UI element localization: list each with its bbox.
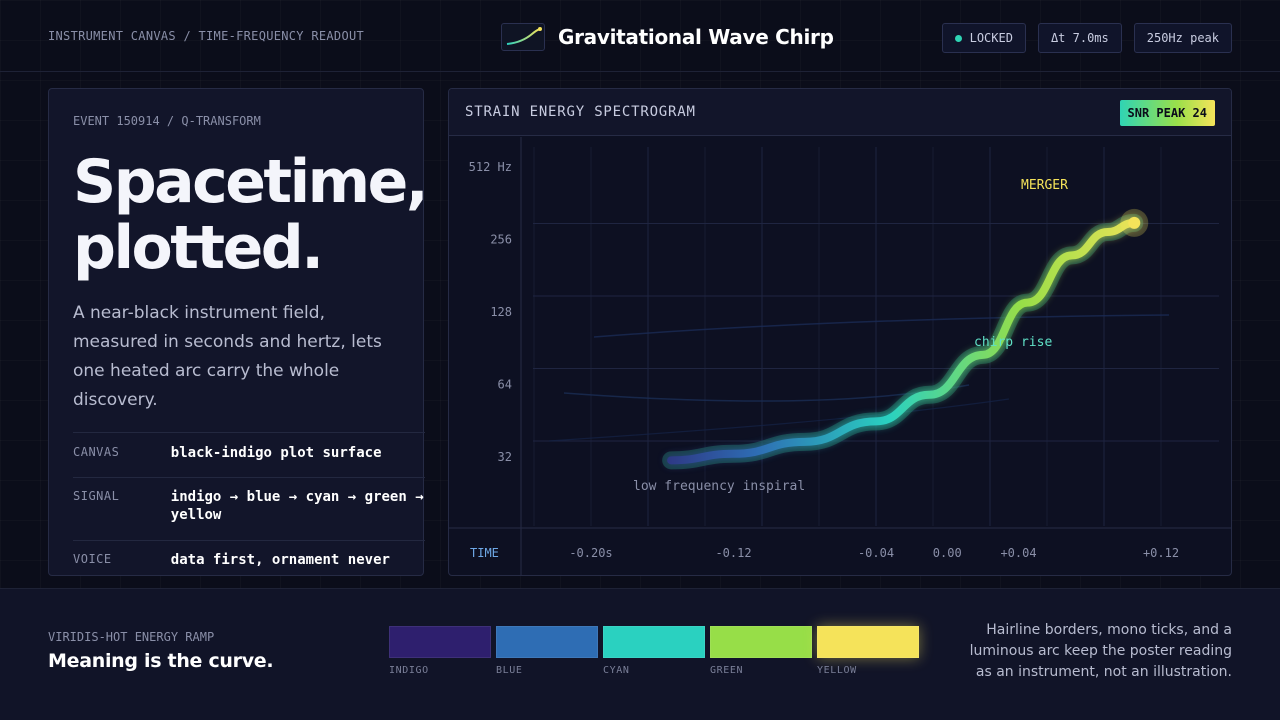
- merger-point: [1128, 216, 1141, 229]
- swatch-color: [603, 626, 705, 658]
- swatch-green: GREEN: [710, 626, 812, 676]
- swatch-color: [496, 626, 598, 658]
- spec-row: CANVAS black-indigo plot surface: [73, 432, 425, 477]
- x-tick-label: 0.00: [933, 546, 962, 560]
- footer: VIRIDIS-HOT ENERGY RAMP Meaning is the c…: [0, 588, 1280, 720]
- spec-key: SIGNAL: [73, 489, 120, 503]
- chart-title: STRAIN ENERGY SPECTROGRAM: [465, 104, 696, 120]
- status-label: LOCKED: [969, 31, 1013, 45]
- harmonic-trace: [548, 398, 1010, 442]
- ramp-title: Meaning is the curve.: [48, 650, 274, 672]
- chart-annotation: MERGER: [1021, 178, 1068, 193]
- swatch-yellow: YELLOW: [817, 626, 919, 676]
- spectrogram-card: 512 Hz 256 128 64 32 -0.20s -0.12 -0.04 0.00 +0.0…: [448, 88, 1232, 576]
- snr-peak-badge: SNR PEAK 24: [1119, 100, 1215, 126]
- event-eyebrow: EVENT 150914 / Q-TRANSFORM: [73, 114, 261, 128]
- spec-row: SIGNAL indigo → blue → cyan → green → ye…: [73, 477, 425, 540]
- status-badge: LOCKED: [941, 23, 1026, 53]
- header-badges: LOCKED Δt 7.0ms 250Hz peak: [941, 23, 1232, 53]
- y-tick-label: 64: [498, 378, 512, 392]
- chart-annotation: low frequency inspiral: [633, 479, 805, 494]
- color-ramp: INDIGO BLUE CYAN GREEN YELLOW: [389, 626, 919, 676]
- swatch-name: GREEN: [710, 665, 744, 676]
- swatch-color: [817, 626, 919, 658]
- harmonic-trace: [593, 314, 1170, 338]
- title-group: Gravitational Wave Chirp: [501, 23, 834, 51]
- footer-note: Hairline borders, mono ticks, and a lumi…: [969, 622, 1232, 680]
- breadcrumb: INSTRUMENT CANVAS / TIME-FREQUENCY READO…: [48, 29, 365, 43]
- y-tick-label: 512 Hz: [469, 160, 512, 174]
- spec-value: indigo → blue → cyan → green → yellow: [170, 489, 424, 523]
- swatch-name: YELLOW: [817, 665, 857, 676]
- chart-header: STRAIN ENERGY SPECTROGRAM SNR PEAK 24: [449, 89, 1231, 136]
- swatch-color: [710, 626, 812, 658]
- chirp-sparkline-icon: [501, 23, 545, 51]
- y-tick-label: 256: [490, 233, 512, 247]
- delta-badge: Δt 7.0ms: [1037, 23, 1122, 53]
- x-tick-label: -0.20s: [569, 546, 612, 560]
- intro-card: EVENT 150914 / Q-TRANSFORM Spacetime, pl…: [48, 88, 429, 576]
- swatch-name: BLUE: [496, 665, 523, 676]
- spec-key: VOICE: [73, 552, 112, 566]
- time-axis-label: TIME: [470, 546, 499, 560]
- x-tick-label: +0.04: [1000, 546, 1036, 560]
- swatch-name: INDIGO: [389, 665, 429, 676]
- header: INSTRUMENT CANVAS / TIME-FREQUENCY READO…: [0, 0, 1280, 72]
- lede-paragraph: A near-black instrument field, measured …: [73, 303, 382, 410]
- peak-badge: 250Hz peak: [1133, 23, 1232, 53]
- chart-annotation: chirp rise: [974, 335, 1052, 350]
- swatch-cyan: CYAN: [603, 626, 705, 676]
- spec-key: CANVAS: [73, 445, 120, 459]
- y-tick-label: 32: [498, 450, 512, 464]
- headline: Spacetime, plotted.: [73, 147, 429, 283]
- swatch-indigo: INDIGO: [389, 626, 491, 676]
- ramp-label: VIRIDIS-HOT ENERGY RAMP: [48, 630, 215, 644]
- status-dot-icon: [954, 34, 962, 42]
- x-tick-label: -0.12: [715, 546, 751, 560]
- swatch-blue: BLUE: [496, 626, 598, 676]
- spec-value: data first, ornament never: [170, 552, 390, 568]
- x-tick-label: -0.04: [858, 546, 894, 560]
- swatch-name: CYAN: [603, 665, 630, 676]
- chirp-arc-line: [667, 218, 1139, 465]
- spec-row: VOICE data first, ornament never: [73, 540, 425, 576]
- spec-value: black-indigo plot surface: [170, 445, 382, 461]
- spectrogram-chart: 512 Hz 256 128 64 32 -0.20s -0.12 -0.04 0.00 +0.0…: [449, 137, 1231, 575]
- swatch-color: [389, 626, 491, 658]
- app-title: Gravitational Wave Chirp: [558, 25, 834, 49]
- x-tick-label: +0.12: [1143, 546, 1179, 560]
- y-tick-label: 128: [490, 305, 512, 319]
